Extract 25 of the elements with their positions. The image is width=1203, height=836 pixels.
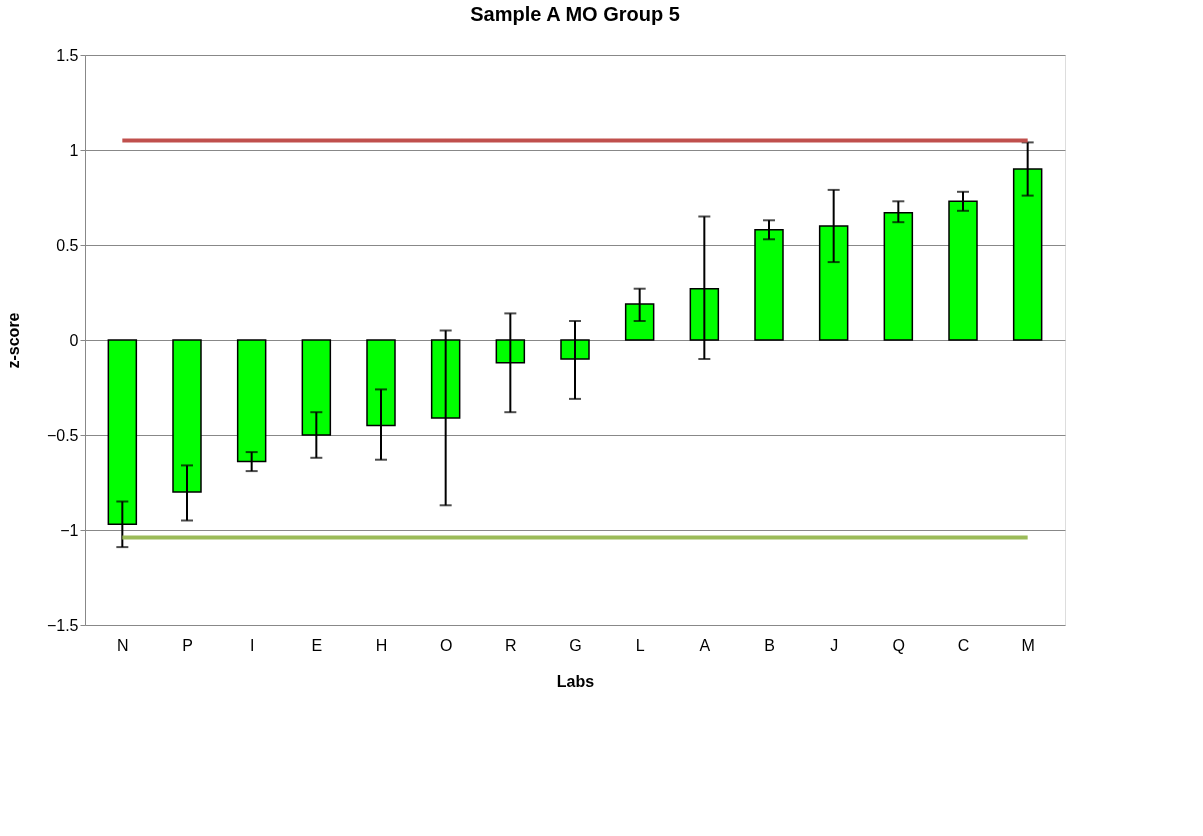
y-tick-label: −1.5 [46,616,79,634]
y-tick-label: 1.5 [56,46,79,64]
x-tick-label: N [117,636,129,654]
x-tick-label: A [699,636,711,654]
x-tick-label: H [375,636,388,654]
x-axis-title: Labs [556,672,595,690]
x-tick-label: J [830,636,839,654]
x-tick-label: C [957,636,970,654]
y-tick-label: 0.5 [56,236,79,254]
x-tick-label: P [182,636,193,654]
x-tick-label: M [1021,636,1035,654]
x-tick-label: B [764,636,775,654]
x-tick-label: Q [892,636,906,654]
x-tick-label: G [569,636,582,654]
y-tick-label: 0 [69,331,79,349]
x-tick-label: I [249,636,255,654]
x-tick-label: R [505,636,517,654]
x-tick-label: L [635,636,645,654]
y-tick-label: 1 [69,141,79,159]
y-axis-title: z-score [4,312,22,369]
x-tick-label: E [311,636,323,654]
y-tick-label: −1 [60,521,79,539]
y-tick-label: −0.5 [46,426,79,444]
x-tick-label: O [439,636,453,654]
chart-title: Sample A MO Group 5 [470,3,680,25]
